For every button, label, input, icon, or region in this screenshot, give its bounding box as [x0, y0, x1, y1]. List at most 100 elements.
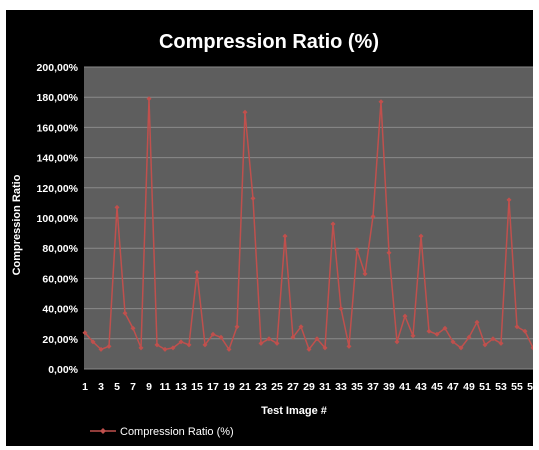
chart-title: Compression Ratio (%)	[159, 31, 379, 53]
data-point	[354, 247, 360, 253]
y-tick-label: 160,00%	[37, 122, 79, 134]
x-tick-label: 53	[495, 381, 507, 393]
data-point	[82, 330, 88, 336]
x-tick-label: 33	[335, 381, 347, 393]
data-point	[122, 310, 128, 316]
data-point	[346, 343, 352, 349]
x-tick-label: 25	[271, 381, 283, 393]
data-point	[290, 334, 296, 340]
x-tick-label: 49	[463, 381, 475, 393]
data-point	[170, 345, 176, 351]
data-point	[442, 325, 448, 331]
data-point	[370, 213, 376, 219]
data-point	[410, 333, 416, 339]
x-tick-label: 45	[431, 381, 443, 393]
data-point	[226, 346, 232, 352]
data-point	[482, 342, 488, 348]
x-tick-label: 27	[287, 381, 299, 393]
data-point	[138, 345, 144, 351]
data-point	[298, 324, 304, 330]
x-tick-label: 9	[146, 381, 152, 393]
x-axis-label: Test Image #	[261, 405, 327, 417]
data-point	[434, 331, 440, 337]
legend: Compression Ratio (%)	[90, 426, 234, 438]
x-axis-ticks: 1 3 5 7 9 11 13 15 17 19 21 23 25 27 29 31 33 35 37 39 41 43 4…	[82, 381, 533, 393]
x-tick-label: 1	[82, 381, 88, 393]
data-point	[514, 324, 520, 330]
data-point	[466, 334, 472, 340]
data-point	[474, 319, 480, 325]
data-point	[258, 340, 264, 346]
data-point	[194, 269, 200, 275]
data-point	[530, 345, 533, 351]
legend-entry: Compression Ratio (%)	[120, 426, 234, 438]
data-point	[154, 342, 160, 348]
data-point	[498, 340, 504, 346]
data-point	[114, 204, 120, 210]
x-tick-label: 13	[175, 381, 187, 393]
grid-lines	[84, 66, 533, 370]
series-compression-ratio	[82, 96, 533, 352]
x-tick-label: 43	[415, 381, 427, 393]
x-tick-label: 31	[319, 381, 331, 393]
data-point	[450, 339, 456, 345]
data-point	[146, 96, 152, 102]
x-tick-label: 35	[351, 381, 363, 393]
y-tick-label: 140,00%	[37, 153, 79, 165]
data-point	[386, 250, 392, 256]
x-tick-label: 29	[303, 381, 315, 393]
y-tick-label: 40,00%	[42, 304, 78, 316]
x-tick-label: 39	[383, 381, 395, 393]
data-point	[330, 221, 336, 227]
data-point	[218, 334, 224, 340]
y-tick-label: 0,00%	[48, 364, 78, 376]
data-point	[418, 233, 424, 239]
data-point	[282, 233, 288, 239]
data-point	[98, 346, 104, 352]
x-tick-label: 11	[159, 381, 170, 393]
data-point	[106, 343, 112, 349]
x-tick-label: 5	[114, 381, 120, 393]
legend-marker	[100, 428, 106, 434]
data-point	[202, 342, 208, 348]
x-tick-label: 15	[191, 381, 203, 393]
x-tick-label: 23	[255, 381, 267, 393]
y-tick-label: 100,00%	[37, 213, 79, 225]
data-point	[250, 195, 256, 201]
x-tick-label: 47	[447, 381, 459, 393]
y-tick-label: 80,00%	[42, 243, 78, 255]
data-point	[402, 313, 408, 319]
x-tick-label: 3	[98, 381, 104, 393]
chart-svg: Compression Ratio (%) 0,00% 20,00% 40,00% 6…	[11, 31, 533, 438]
data-point	[426, 328, 432, 334]
y-tick-label: 60,00%	[42, 273, 78, 285]
y-axis-ticks: 0,00% 20,00% 40,00% 60,00% 80,00% 100,00% 120,…	[37, 62, 79, 376]
data-point	[210, 331, 216, 337]
data-point	[186, 342, 192, 348]
data-point	[162, 346, 168, 352]
data-point	[234, 324, 240, 330]
x-tick-label: 7	[130, 381, 136, 393]
x-tick-label: 57	[527, 381, 533, 393]
data-point	[178, 339, 184, 345]
x-tick-label: 19	[223, 381, 235, 393]
data-point	[274, 340, 280, 346]
data-point	[266, 336, 272, 342]
x-tick-label: 55	[511, 381, 523, 393]
y-axis-label: Compression Ratio	[11, 174, 23, 275]
data-point	[306, 346, 312, 352]
data-point	[458, 345, 464, 351]
data-point	[130, 325, 136, 331]
data-point	[338, 306, 344, 312]
data-point	[242, 109, 248, 115]
y-tick-label: 180,00%	[37, 92, 79, 104]
y-tick-label: 20,00%	[42, 334, 78, 346]
y-tick-label: 200,00%	[37, 62, 79, 74]
data-point	[322, 345, 328, 351]
data-point	[506, 197, 512, 203]
data-point	[314, 336, 320, 342]
x-tick-label: 51	[479, 381, 491, 393]
data-point	[362, 271, 368, 277]
x-tick-label: 17	[207, 381, 219, 393]
data-point	[522, 328, 528, 334]
